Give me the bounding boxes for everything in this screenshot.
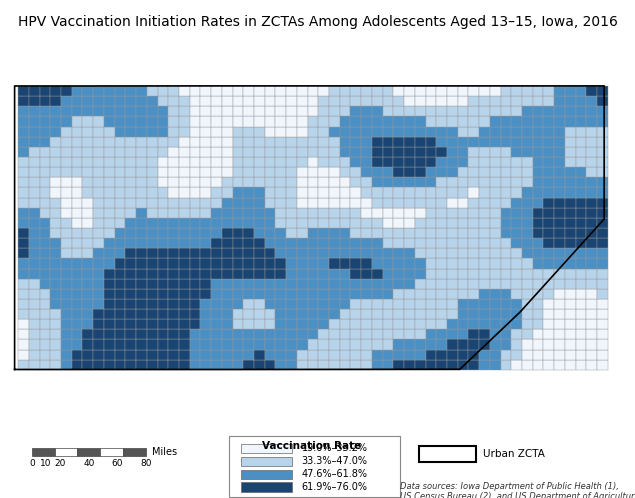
Text: 47.6%–61.8%: 47.6%–61.8% [302, 469, 368, 479]
Text: Urban ZCTA: Urban ZCTA [483, 449, 544, 459]
Text: 80: 80 [140, 459, 152, 468]
FancyBboxPatch shape [229, 436, 400, 498]
Text: 33.3%–47.0%: 33.3%–47.0% [302, 456, 368, 466]
Bar [100, 448, 123, 456]
Text: HPV Vaccination Initiation Rates in ZCTAs Among Adolescents Aged 13–15, Iowa, 20: HPV Vaccination Initiation Rates in ZCTA… [18, 15, 617, 29]
Bar [241, 483, 292, 492]
Bar [55, 448, 77, 456]
Text: 0: 0 [29, 459, 35, 468]
Text: 19.0%–33.2%: 19.0%–33.2% [302, 443, 368, 453]
Text: Data sources: Iowa Department of Public Health (1),
US Census Bureau (2), and US: Data sources: Iowa Department of Public … [400, 482, 635, 498]
Text: Miles: Miles [152, 447, 178, 457]
Bar [123, 448, 146, 456]
Text: 20: 20 [55, 459, 66, 468]
Text: 10: 10 [40, 459, 52, 468]
Text: 40: 40 [83, 459, 95, 468]
Bar [241, 457, 292, 466]
Text: 60: 60 [112, 459, 123, 468]
Bar [77, 448, 100, 456]
Bar [241, 444, 292, 453]
Bar [241, 470, 292, 479]
Text: Vaccination Rate: Vaccination Rate [262, 441, 361, 451]
Bar [32, 448, 55, 456]
Text: 61.9%–76.0%: 61.9%–76.0% [302, 482, 368, 492]
Bar [419, 446, 476, 462]
